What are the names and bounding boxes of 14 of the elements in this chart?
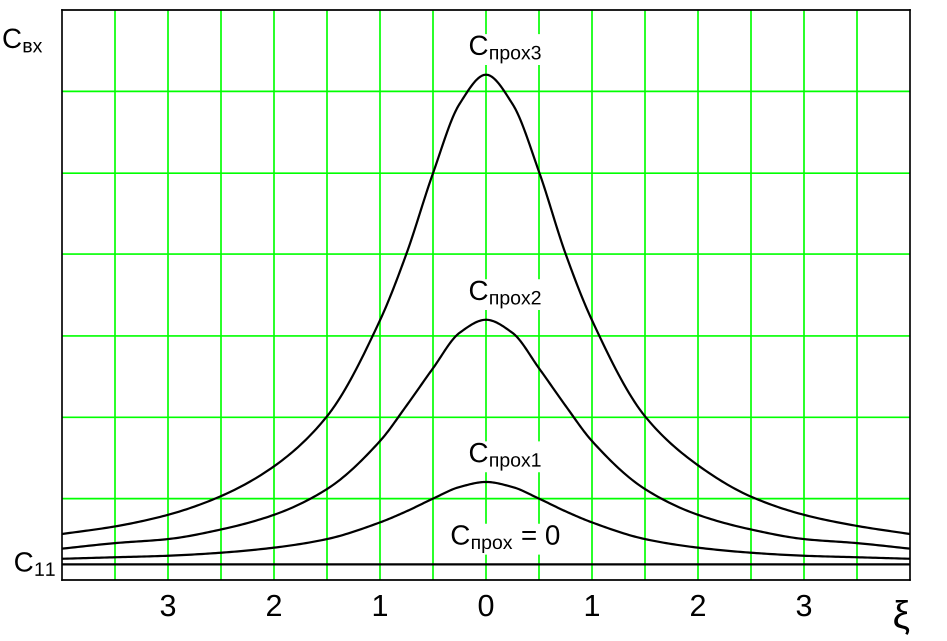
x-tick-label: 1 [586, 595, 600, 616]
series-label: C$_{прох1}$ [470, 442, 541, 471]
x-axis-title: ξ [894, 600, 910, 635]
annotation: C$_{11}$ [15, 552, 55, 576]
series-label: C$_{прох}$ = 0 [452, 525, 560, 553]
x-tick-label: 3 [796, 594, 812, 616]
x-tick-label: 2 [691, 594, 705, 616]
y-axis-title: C$_{вх}$ [3, 28, 42, 52]
series-label: C$_{прох2}$ [470, 280, 541, 308]
x-tick-label: 3 [160, 594, 176, 616]
x-tick-label: 0 [478, 594, 494, 616]
x-tick-label: 2 [267, 594, 281, 616]
series-label: C$_{прох3}$ [470, 36, 541, 64]
x-tick-label: 1 [374, 595, 388, 616]
